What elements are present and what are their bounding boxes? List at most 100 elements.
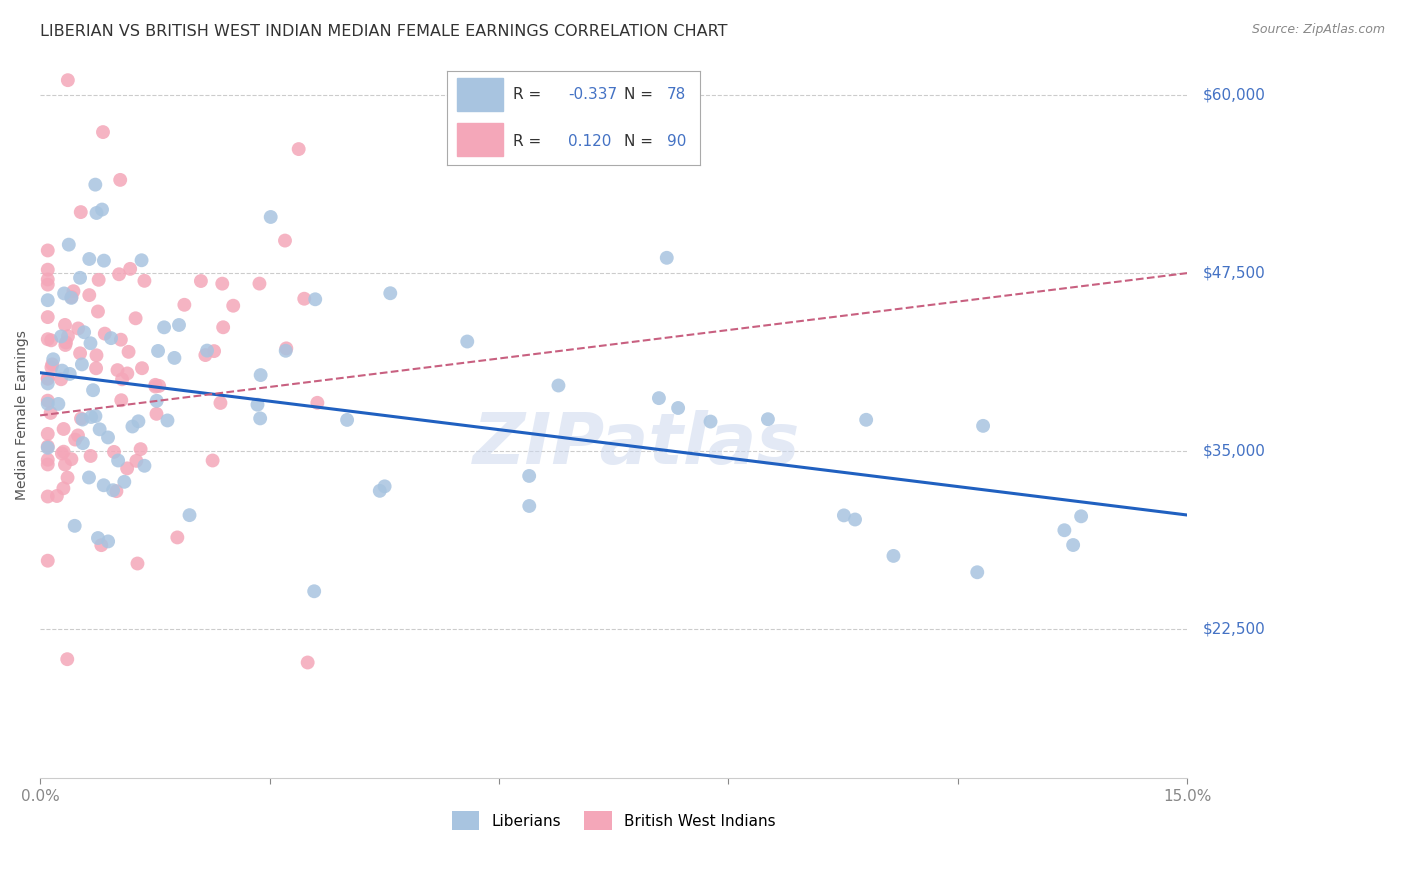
Point bbox=[37, 371, 59, 385]
Point bbox=[41, 360, 63, 375]
Point bbox=[70, 358, 93, 372]
Point bbox=[60, 452, 83, 467]
Point bbox=[97, 430, 120, 444]
Point bbox=[69, 270, 91, 285]
Point bbox=[37, 332, 59, 346]
Point bbox=[274, 234, 297, 248]
Point bbox=[69, 346, 91, 360]
Point bbox=[145, 393, 167, 408]
Point bbox=[107, 363, 129, 377]
Point bbox=[86, 348, 108, 362]
Point bbox=[655, 251, 678, 265]
Point bbox=[1070, 509, 1092, 524]
Point bbox=[100, 331, 122, 345]
Point bbox=[53, 458, 76, 472]
Point bbox=[107, 453, 129, 467]
Point bbox=[94, 326, 117, 341]
Point bbox=[120, 261, 142, 276]
Point bbox=[87, 304, 110, 318]
Point bbox=[79, 252, 101, 266]
Point bbox=[53, 318, 76, 332]
Point bbox=[127, 557, 149, 571]
Point bbox=[60, 291, 83, 305]
Point bbox=[148, 379, 170, 393]
Point bbox=[666, 401, 689, 415]
Point bbox=[37, 490, 59, 504]
Text: $47,500: $47,500 bbox=[1202, 266, 1265, 281]
Point bbox=[131, 253, 153, 268]
Point bbox=[37, 272, 59, 286]
Point bbox=[72, 412, 94, 426]
Point bbox=[966, 566, 988, 580]
Point bbox=[110, 393, 132, 408]
Point bbox=[41, 357, 63, 371]
Point bbox=[52, 481, 75, 495]
Point bbox=[87, 531, 110, 545]
Point bbox=[166, 530, 188, 544]
Point bbox=[101, 483, 124, 498]
Point bbox=[124, 311, 146, 326]
Point bbox=[368, 483, 391, 498]
Legend: Liberians, British West Indians: Liberians, British West Indians bbox=[446, 805, 782, 836]
Point bbox=[844, 512, 866, 526]
Text: $22,500: $22,500 bbox=[1202, 622, 1265, 636]
Point bbox=[201, 453, 224, 467]
Point bbox=[60, 290, 83, 304]
Point bbox=[84, 178, 107, 192]
Point bbox=[246, 398, 269, 412]
Point bbox=[37, 277, 59, 292]
Point bbox=[53, 286, 76, 301]
Point bbox=[105, 484, 128, 499]
Point bbox=[297, 656, 319, 670]
Point bbox=[179, 508, 201, 523]
Point bbox=[108, 173, 131, 187]
Point bbox=[143, 379, 166, 393]
Point bbox=[249, 411, 271, 425]
Point bbox=[49, 372, 72, 386]
Point bbox=[153, 320, 176, 334]
Text: $60,000: $60,000 bbox=[1202, 87, 1265, 103]
Text: ZIPatlas: ZIPatlas bbox=[472, 410, 800, 479]
Point bbox=[91, 125, 114, 139]
Point bbox=[56, 470, 79, 484]
Point bbox=[145, 407, 167, 421]
Point bbox=[855, 413, 877, 427]
Point bbox=[51, 363, 73, 377]
Point bbox=[93, 253, 115, 268]
Point bbox=[91, 202, 114, 217]
Point bbox=[63, 433, 86, 447]
Point bbox=[56, 73, 79, 87]
Point bbox=[167, 318, 190, 332]
Point bbox=[37, 262, 59, 277]
Text: Source: ZipAtlas.com: Source: ZipAtlas.com bbox=[1251, 23, 1385, 37]
Point bbox=[173, 298, 195, 312]
Point bbox=[456, 334, 478, 349]
Point bbox=[37, 554, 59, 568]
Point bbox=[1053, 523, 1076, 537]
Point bbox=[276, 342, 298, 356]
Point bbox=[79, 288, 101, 302]
Point bbox=[380, 286, 402, 301]
Point bbox=[79, 336, 101, 351]
Point bbox=[287, 142, 309, 156]
Point bbox=[195, 343, 218, 358]
Point bbox=[209, 396, 232, 410]
Point bbox=[66, 428, 89, 442]
Point bbox=[37, 376, 59, 391]
Point bbox=[756, 412, 779, 426]
Point bbox=[55, 335, 77, 350]
Point bbox=[131, 361, 153, 376]
Point bbox=[79, 449, 101, 463]
Point bbox=[249, 277, 271, 291]
Point bbox=[211, 277, 233, 291]
Point bbox=[103, 445, 125, 459]
Point bbox=[42, 352, 65, 367]
Point bbox=[93, 478, 115, 492]
Point bbox=[110, 333, 132, 347]
Point bbox=[832, 508, 855, 523]
Point bbox=[37, 393, 59, 408]
Point bbox=[39, 406, 62, 420]
Point bbox=[39, 334, 62, 348]
Point bbox=[69, 205, 91, 219]
Point bbox=[972, 418, 994, 433]
